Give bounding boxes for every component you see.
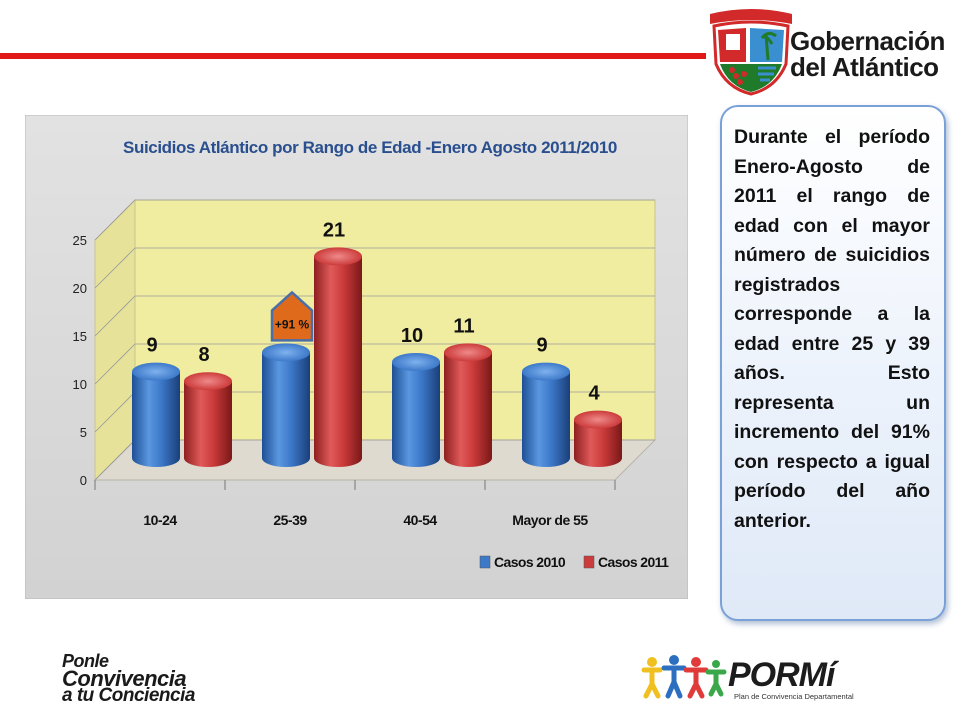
annotation-label: +91 % [275,317,310,331]
data-label: 10 [401,325,423,347]
summary-callout: Durante el período Enero-Agosto de 2011 … [720,105,946,621]
bar-body [574,419,622,467]
y-tick-label: 25 [73,233,87,248]
gridline [94,295,655,337]
bar-body [262,352,310,467]
data-label: 11 [453,315,474,337]
org-name-line1: Gobernación [790,26,945,56]
data-label: 4 [588,383,600,405]
legend-label: Casos 2010 [494,554,566,570]
bar-top [262,343,310,362]
x-category-label: 25-39 [273,512,307,528]
chart-panel: Suicidios Atlántico por Rango de Edad -E… [24,114,689,600]
legend-label: Casos 2011 [598,554,669,570]
y-tick-label: 10 [73,377,87,392]
legend-swatch [479,555,491,569]
bar-top [132,362,180,381]
bar-casos-2011 [314,247,362,467]
campaign-logo: Ponle Convivencia a tu Conciencia [62,651,354,706]
bar-casos-2010 [392,353,440,467]
bar-top [314,247,362,266]
bar-body [522,371,570,467]
campaign-line3: a tu Conciencia [62,685,195,706]
bar-top [444,343,492,362]
gobernacion-logo: Gobernación del Atlántico [706,4,956,96]
chart-title: Suicidios Atlántico por Rango de Edad -E… [123,138,617,157]
bar-chart: Suicidios Atlántico por Rango de Edad -E… [24,114,689,600]
chart-side-wall [94,198,136,482]
summary-text: Durante el período Enero-Agosto de 2011 … [734,126,930,532]
bar-casos-2010 [522,362,570,467]
bar-top [522,362,570,381]
legend-swatch [583,555,595,569]
x-category-label: 10-24 [143,512,177,528]
people-figures-icon [641,655,727,699]
header-red-line [0,53,706,59]
bar-casos-2011 [574,410,622,467]
gridline [94,343,655,385]
bar-body [444,352,492,467]
y-tick-label: 20 [73,281,87,296]
program-logo: PORMí Plan de Convivencia Departamental [640,652,910,704]
x-category-label: 40-54 [403,512,437,528]
bar-body [314,256,362,467]
gridline [94,247,655,289]
bar-casos-2010 [132,362,180,467]
bar-top [184,372,232,391]
bar-top [574,410,622,429]
x-category-label: Mayor de 55 [512,512,588,528]
data-label: 9 [146,335,157,357]
bar-casos-2010 [262,343,310,467]
program-logo-text: PORMí [728,656,835,694]
bar-body [392,362,440,467]
bar-body [132,371,180,467]
org-name-line2: del Atlántico [790,52,939,82]
y-tick-label: 0 [80,473,87,488]
bar-casos-2011 [184,372,232,467]
data-label: 21 [323,219,345,241]
data-label: 8 [198,344,209,366]
campaign-line1: Ponle [62,651,109,671]
y-tick-label: 5 [80,425,87,440]
bar-casos-2011 [444,343,492,467]
bar-top [392,353,440,371]
increase-marker-icon [270,290,314,342]
bar-body [184,381,232,467]
data-label: 9 [536,335,547,357]
y-tick-label: 15 [73,329,87,344]
campaign-line2: Convivencia [62,666,187,691]
program-subtitle: Plan de Convivencia Departamental [734,692,854,701]
coat-of-arms-icon [710,9,792,96]
gridline [94,199,655,241]
